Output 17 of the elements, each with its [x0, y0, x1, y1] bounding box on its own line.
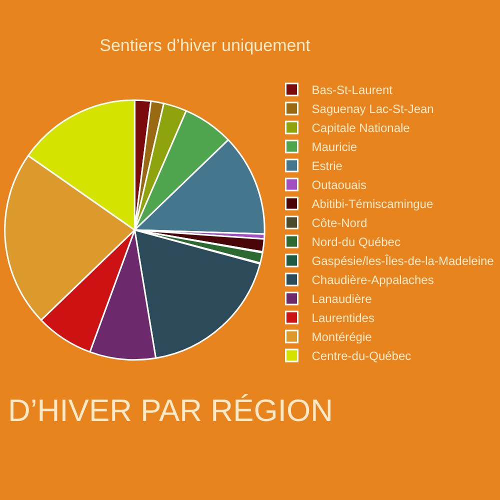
legend-label: Mauricie [312, 140, 358, 154]
legend-label: Bas-St-Laurent [312, 83, 394, 98]
legend-label: Gaspésie/les-Îles-de-la-Madeleine [312, 254, 494, 268]
legend-label: Estrie [312, 159, 343, 174]
text: D’HIVER PAR RÉGION [8, 393, 333, 428]
legend-label: Montérégie [312, 330, 372, 344]
legend-label: Chaudière-Appalaches [312, 273, 434, 288]
legend-label: Capitale Nationale [312, 121, 410, 136]
legend-label: Centre-du-Québec [312, 349, 412, 364]
legend-label: Lanaudière [312, 292, 372, 306]
legend-label: Laurentides [312, 311, 374, 326]
legend-label: Nord-du Québec [312, 235, 400, 250]
legend-label: Saguenay Lac-St-Jean [312, 102, 434, 116]
chart-title: Sentiers d’hiver uniquement [100, 36, 311, 55]
legend-label: Côte-Nord [312, 216, 368, 230]
legend-label: Outaouais [312, 178, 366, 192]
legend-label: Abitibi-Témiscamingue [312, 197, 434, 212]
